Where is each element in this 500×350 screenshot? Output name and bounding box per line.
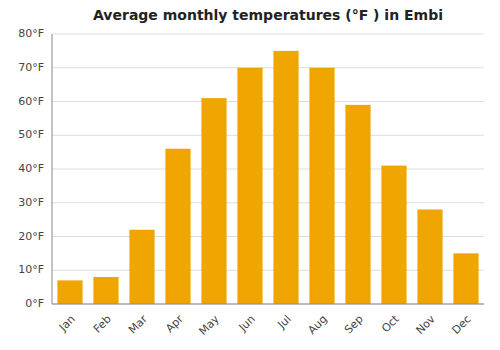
x-axis: Jan Feb Mar Apr May Jun Jul Aug Sep Oct Nov Dec [56, 312, 474, 338]
bars [57, 51, 478, 304]
y-tick-label: 10°F [18, 263, 44, 276]
y-tick-label: 0°F [25, 297, 44, 310]
x-tick-label: Aug [305, 313, 329, 337]
chart: Average monthly temperatures (°F ) in Em… [0, 0, 500, 350]
grid-line [52, 67, 484, 68]
x-tick-label: Jan [56, 313, 78, 335]
y-tick-label: 60°F [18, 95, 44, 108]
bar [417, 210, 442, 305]
bar [93, 277, 118, 304]
x-tick-label: Oct [379, 312, 402, 335]
bar [309, 68, 334, 304]
x-tick-label: Dec [450, 313, 474, 337]
bar [237, 68, 262, 304]
x-tick-label: Mar [126, 312, 150, 336]
bar [165, 149, 190, 304]
y-tick-label: 20°F [18, 230, 44, 243]
x-tick-label: Jun [236, 313, 258, 335]
grid-line [52, 34, 484, 35]
grid-line [52, 304, 484, 305]
bar [345, 105, 370, 304]
grid-line [52, 169, 484, 170]
title: Average monthly temperatures (°F ) in Em… [93, 7, 443, 23]
y-axis-line [52, 34, 53, 304]
x-tick-label: Jul [274, 313, 293, 332]
x-tick-label: Feb [91, 313, 114, 336]
grid-line [52, 202, 484, 203]
x-tick-label: Sep [342, 313, 366, 337]
y-tick-label: 80°F [18, 27, 44, 40]
x-axis-line [52, 304, 484, 305]
x-tick-label: Apr [163, 312, 186, 335]
bar [453, 253, 478, 304]
y-tick-label: 50°F [18, 128, 44, 141]
y-axis: 0°F 10°F 20°F 30°F 40°F 50°F 60°F 70°F 80°F [18, 27, 44, 310]
y-tick-label: 40°F [18, 162, 44, 175]
chart-container: Average monthly temperatures (°F ) in Em… [0, 0, 500, 350]
x-tick-label: Nov [413, 312, 438, 337]
bar [273, 51, 298, 304]
grid [52, 34, 484, 304]
bar [201, 98, 226, 304]
y-tick-label: 30°F [18, 196, 44, 209]
grid-line [52, 135, 484, 136]
y-tick-label: 70°F [18, 61, 44, 74]
bar [381, 166, 406, 304]
grid-line [52, 101, 484, 102]
x-tick-label: May [196, 312, 222, 338]
bar [129, 230, 154, 304]
bar [57, 280, 82, 304]
